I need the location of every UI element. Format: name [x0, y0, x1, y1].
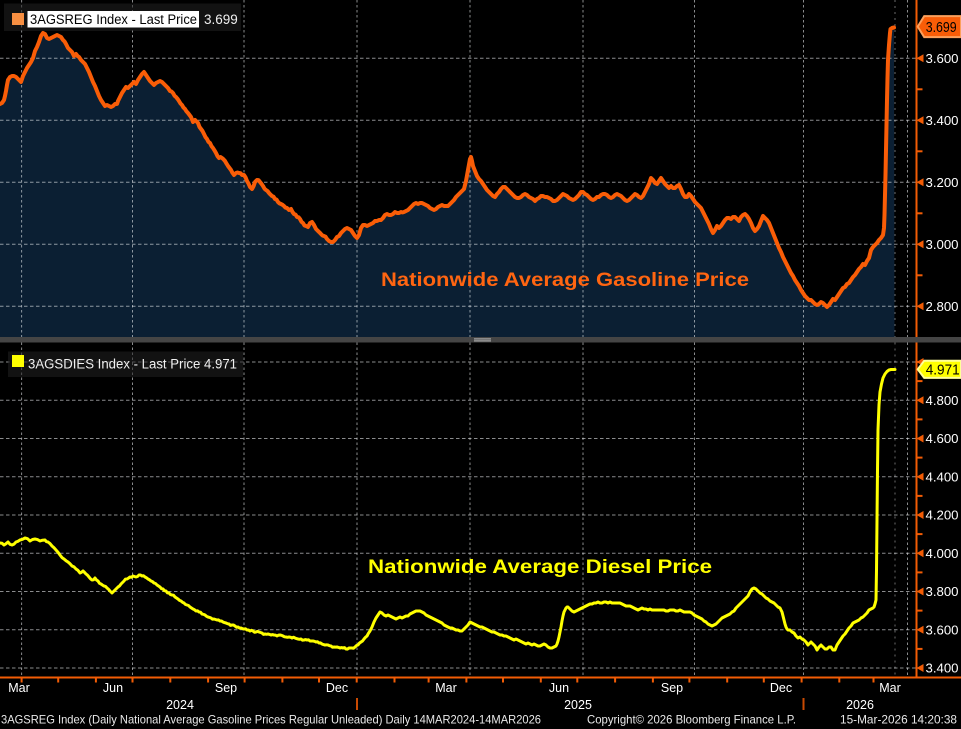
svg-text:Copyright© 2026 Bloomberg Fina: Copyright© 2026 Bloomberg Finance L.P. [587, 713, 796, 727]
svg-text:Mar: Mar [879, 681, 901, 695]
svg-text:Sep: Sep [215, 681, 237, 695]
svg-text:3.000: 3.000 [926, 237, 959, 252]
svg-text:3.600: 3.600 [926, 51, 959, 66]
svg-text:3.400: 3.400 [926, 113, 959, 128]
svg-text:3.600: 3.600 [926, 622, 959, 637]
svg-text:3AGSDIES Index - Last Price 4.: 3AGSDIES Index - Last Price 4.971 [28, 357, 237, 372]
svg-text:3AGSREG Index (Daily National: 3AGSREG Index (Daily National Average Ga… [1, 713, 541, 727]
svg-text:3AGSREG Index - Last Price: 3AGSREG Index - Last Price [30, 12, 197, 27]
svg-text:Jun: Jun [103, 681, 123, 695]
svg-text:4.400: 4.400 [926, 469, 959, 484]
svg-text:Nationwide Average Diesel Pric: Nationwide Average Diesel Price [368, 556, 712, 578]
svg-text:Mar: Mar [435, 681, 457, 695]
svg-text:4.200: 4.200 [926, 508, 959, 523]
svg-text:2024: 2024 [166, 698, 194, 712]
svg-text:Jun: Jun [549, 681, 569, 695]
svg-text:Dec: Dec [770, 681, 792, 695]
svg-text:Dec: Dec [326, 681, 348, 695]
svg-text:4.971: 4.971 [926, 363, 960, 379]
svg-text:3.800: 3.800 [926, 584, 959, 599]
svg-text:3.699: 3.699 [204, 12, 238, 27]
svg-text:2.800: 2.800 [926, 299, 959, 314]
svg-text:2025: 2025 [564, 698, 592, 712]
svg-text:Mar: Mar [8, 681, 30, 695]
svg-text:Nationwide Average Gasoline Pr: Nationwide Average Gasoline Price [381, 269, 749, 291]
svg-text:3.400: 3.400 [926, 661, 959, 676]
svg-text:4.000: 4.000 [926, 546, 959, 561]
svg-text:15-Mar-2026 14:20:38: 15-Mar-2026 14:20:38 [840, 713, 957, 727]
svg-text:3.699: 3.699 [926, 20, 957, 36]
svg-text:2026: 2026 [846, 698, 874, 712]
svg-text:4.800: 4.800 [926, 393, 959, 408]
svg-text:4.600: 4.600 [926, 431, 959, 446]
svg-text:Sep: Sep [661, 681, 683, 695]
svg-text:3.200: 3.200 [926, 175, 959, 190]
